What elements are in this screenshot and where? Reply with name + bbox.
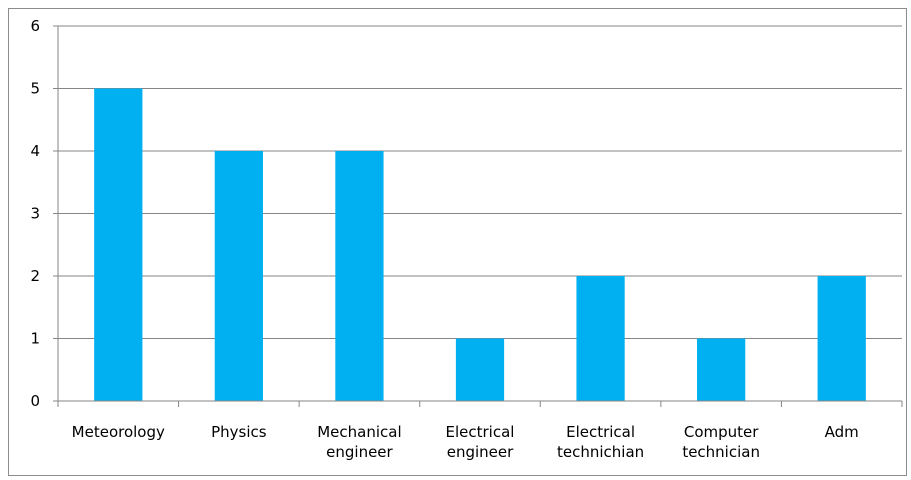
bar (94, 88, 143, 401)
x-tick-label-line: Physics (211, 423, 267, 441)
gridlines (58, 25, 902, 339)
y-tick-label: 6 (30, 17, 40, 35)
x-tick-label-line: Adm (825, 423, 859, 441)
x-tick-label: Mechanical engineer (317, 423, 401, 461)
x-tick-labels: Meteorology Physics Mechanical engineerElec… (72, 423, 859, 461)
x-tick-label: Meteorology (72, 423, 165, 441)
bars (94, 88, 866, 401)
bar (214, 151, 263, 401)
x-tick-label-line: engineer (326, 443, 393, 461)
x-tick-label: Physics (211, 423, 267, 441)
y-tick-label: 2 (30, 267, 40, 285)
bar (817, 276, 866, 401)
y-tick-label: 1 (30, 330, 40, 348)
axes (53, 25, 903, 407)
bar (455, 338, 505, 401)
y-tick-label: 4 (30, 142, 40, 160)
x-tick-label-line: technician (682, 443, 760, 461)
x-tick-label: Electrical technichian (557, 423, 644, 461)
x-tick-label-line: Computer (684, 423, 759, 441)
x-tick-label: Computer technician (682, 423, 760, 461)
bar (335, 151, 384, 401)
y-tick-label: 3 (30, 205, 40, 223)
x-tick-label-line: Electrical (566, 423, 635, 441)
x-tick-label-line: technichian (557, 443, 644, 461)
x-tick-label-line: Meteorology (72, 423, 165, 441)
bar (697, 338, 746, 401)
x-tick-label-line: engineer (447, 443, 514, 461)
bar (576, 276, 625, 401)
x-tick-label: Adm (825, 423, 859, 441)
y-tick-label: 0 (30, 392, 40, 410)
y-tick-label: 5 (30, 80, 40, 98)
x-tick-label: Electrical engineer (446, 423, 515, 461)
x-tick-label-line: Mechanical (317, 423, 401, 441)
y-tick-labels: 0 1 2 3 4 5 6 (30, 17, 40, 410)
x-tick-label-line: Electrical (446, 423, 515, 441)
